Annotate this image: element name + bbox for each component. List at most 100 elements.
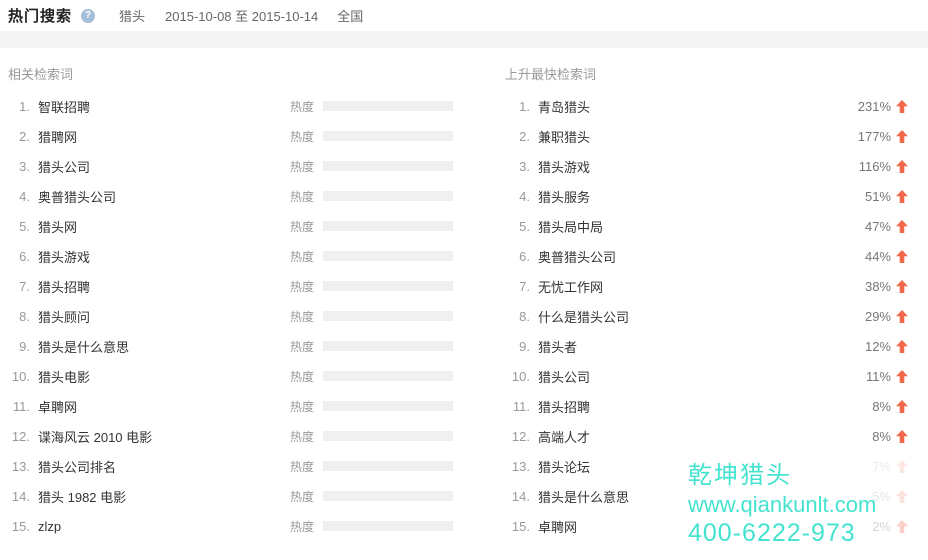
heat-label: 热度 [290,519,315,534]
heat-bar-track [323,461,453,471]
table-row: 5. 猎头局中局 47% [464,211,928,241]
heat-bar-track [323,191,453,201]
search-term-link[interactable]: 青岛猎头 [538,99,591,115]
date-range: 2015-10-08 至 2015-10-14 [165,9,319,24]
arrow-up-icon [896,339,908,353]
rank-number: 15. [11,518,30,534]
heat-bar-track [323,251,453,261]
search-term-link[interactable]: 猎头 1982 电影 [38,489,127,505]
rank-number: 11. [512,398,530,414]
search-term-link[interactable]: 奥普猎头公司 [538,249,617,265]
change-group: 51% [865,189,908,204]
rank-number: 5. [519,218,530,234]
arrow-up-icon [896,489,908,503]
rank-number: 8. [519,308,530,324]
arrow-up-icon [896,129,908,143]
search-term-link[interactable]: 谍海风云 2010 电影 [38,429,153,445]
arrow-up-icon [896,399,908,413]
search-term-link[interactable]: 猎头游戏 [538,159,591,175]
search-term-link[interactable]: 猎头电影 [38,369,91,385]
search-term-link[interactable]: 猎头公司排名 [38,459,117,475]
arrow-up-icon [896,309,908,323]
table-row: 3. 猎头公司 热度 [0,151,464,181]
rank-number: 5. [19,218,30,234]
search-term-link[interactable]: 猎头局中局 [538,219,604,235]
table-row: 13. 猎头论坛 7% [464,451,928,481]
table-row: 9. 猎头是什么意思 热度 [0,331,464,361]
heat-bar-track [323,281,453,291]
search-term-link[interactable]: 猎头论坛 [538,459,591,475]
search-term-link[interactable]: 猎头是什么意思 [538,489,630,505]
arrow-up-icon [896,219,908,233]
page-title: 热门搜索 [8,8,73,25]
change-group: 12% [865,339,908,354]
search-term-link[interactable]: 奥普猎头公司 [38,189,117,205]
table-row: 4. 猎头服务 51% [464,181,928,211]
hot-search-panel: 相关检索词 1. 智联招聘 热度 2. 猎聘网 热度 3. 猎头公司 热度 4.… [0,48,928,541]
arrow-up-icon [896,159,908,173]
heat-bar-track [323,161,453,171]
search-term-link[interactable]: 猎聘网 [38,129,78,145]
change-group: 47% [865,219,908,234]
rank-number: 9. [19,338,30,354]
table-row: 9. 猎头者 12% [464,331,928,361]
search-term-link[interactable]: 智联招聘 [38,99,91,115]
search-term-link[interactable]: 猎头招聘 [38,279,91,295]
table-row: 1. 智联招聘 热度 [0,91,464,121]
change-percent: 11% [865,368,891,384]
heat-bar-track [323,221,453,231]
change-group: 2% [872,519,908,534]
heat-bar-track [323,311,453,321]
rank-number: 11. [12,398,30,414]
page-header: 热门搜索 ? 猎头 2015-10-08 至 2015-10-14 全国 [0,0,928,31]
search-term-link[interactable]: 猎头公司 [538,369,591,385]
table-row: 8. 什么是猎头公司 29% [464,301,928,331]
change-group: 7% [872,459,908,474]
change-group: 8% [872,429,908,444]
search-term-link[interactable]: 猎头公司 [38,159,91,175]
change-group: 29% [865,309,908,324]
search-term-link[interactable]: 兼职猎头 [538,129,591,145]
heat-label: 热度 [290,99,315,114]
rank-number: 13. [511,458,530,474]
search-term-link[interactable]: 猎头顾问 [38,309,91,325]
change-percent: 44% [864,248,891,264]
change-percent: 51% [864,188,891,204]
search-term-link[interactable]: 无忧工作网 [538,279,604,295]
search-term-link[interactable]: zlzp [38,518,62,534]
heat-label: 热度 [290,459,315,474]
rank-number: 1. [19,98,30,114]
heat-bar-track [323,491,453,501]
rank-number: 3. [519,158,530,174]
help-icon[interactable]: ? [81,8,96,23]
rank-number: 10. [511,368,530,384]
search-term-link[interactable]: 卓聘网 [538,519,578,535]
table-row: 12. 谍海风云 2010 电影 热度 [0,421,464,451]
table-row: 7. 猎头招聘 热度 [0,271,464,301]
search-term-link[interactable]: 猎头服务 [538,189,591,205]
table-row: 10. 猎头公司 11% [464,361,928,391]
search-term-link[interactable]: 猎头招聘 [538,399,591,415]
search-term-link[interactable]: 猎头者 [538,339,578,355]
arrow-up-icon [896,519,908,533]
search-term-link[interactable]: 猎头游戏 [38,249,91,265]
table-row: 3. 猎头游戏 116% [464,151,928,181]
search-term-link[interactable]: 卓聘网 [38,399,78,415]
search-term-link[interactable]: 猎头是什么意思 [38,339,130,355]
change-percent: 5% [872,488,891,504]
table-row: 8. 猎头顾问 热度 [0,301,464,331]
rank-number: 14. [11,488,30,504]
rank-number: 2. [519,128,530,144]
heat-label: 热度 [290,399,315,414]
table-row: 2. 猎聘网 热度 [0,121,464,151]
search-term-link[interactable]: 什么是猎头公司 [538,309,630,325]
table-row: 6. 猎头游戏 热度 [0,241,464,271]
rising-terms-title: 上升最快检索词 [505,67,597,82]
heat-label: 热度 [290,129,315,144]
heat-bar-track [323,341,453,351]
heat-label: 热度 [290,279,315,294]
search-term-link[interactable]: 高端人才 [538,429,591,445]
arrow-up-icon [896,369,908,383]
heat-bar-track [323,401,453,411]
search-term-link[interactable]: 猎头网 [38,219,78,235]
